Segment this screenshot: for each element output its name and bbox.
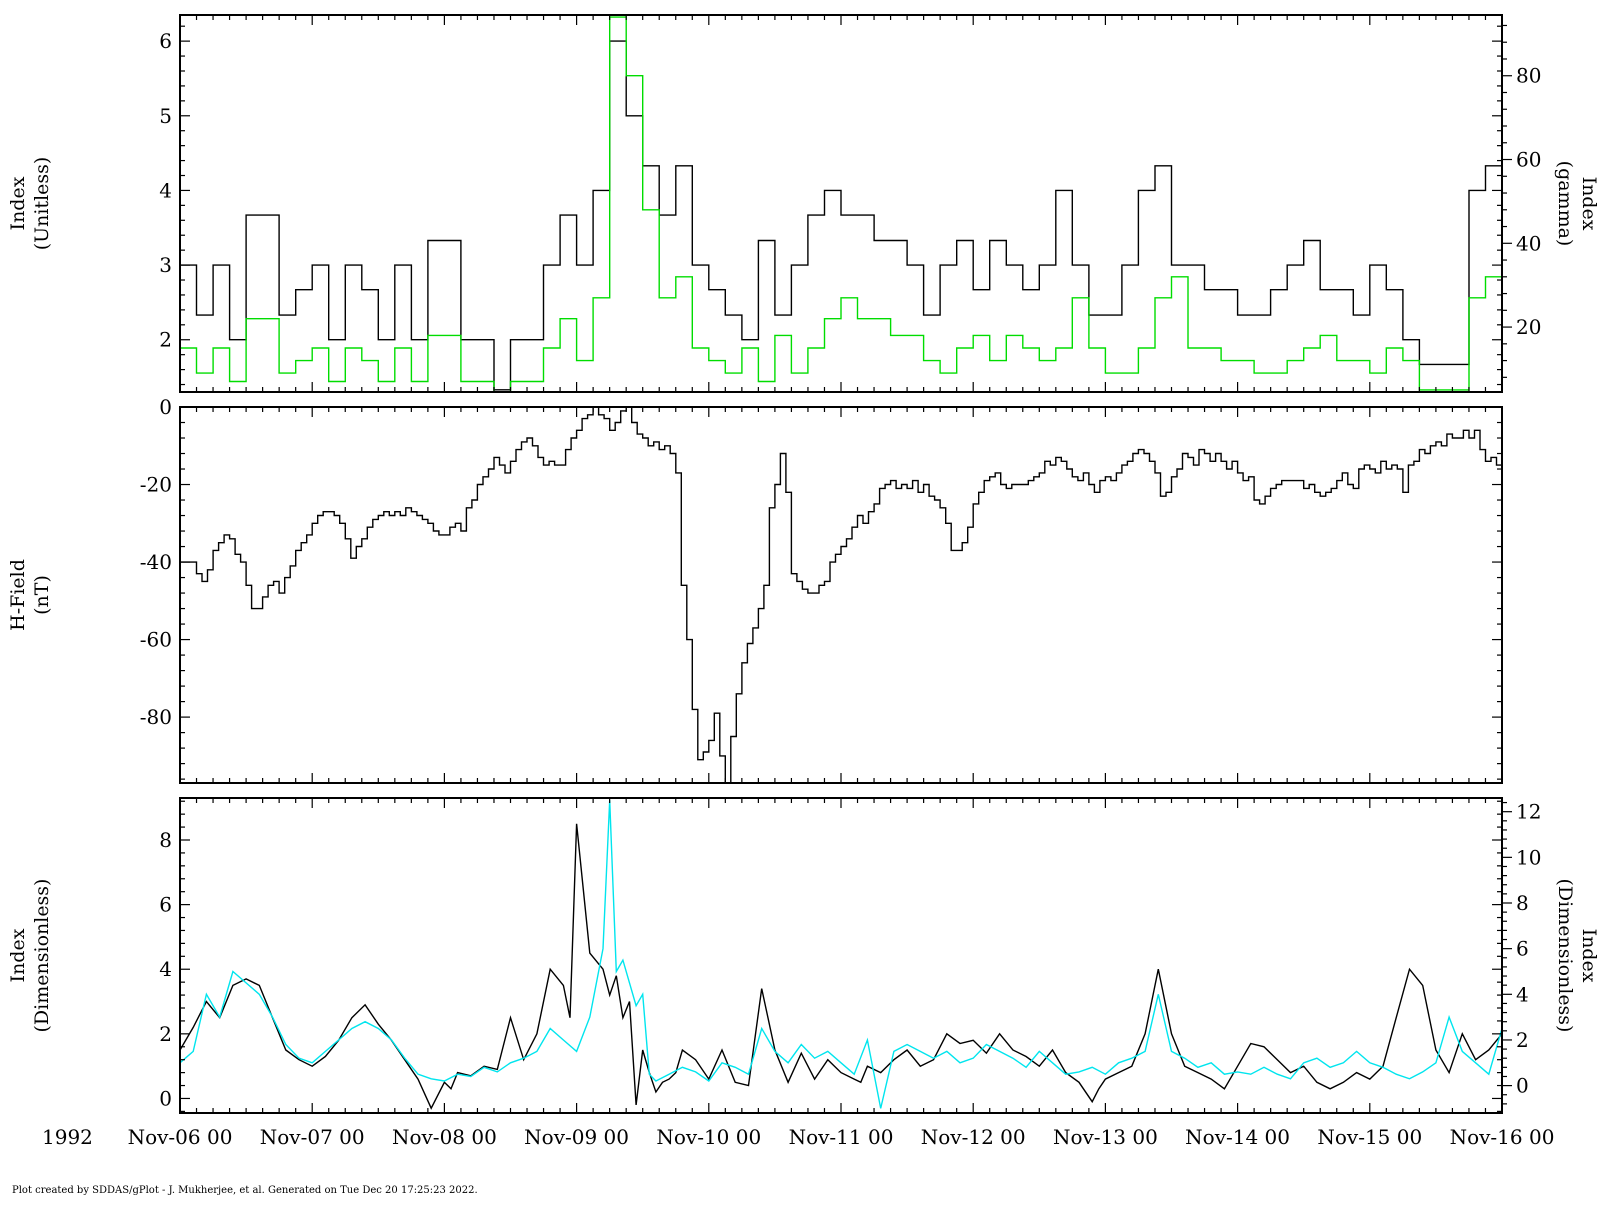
middle-left-tick-label: 0 xyxy=(159,395,172,419)
x-tick-label: Nov-12 00 xyxy=(921,1125,1026,1149)
bottom-right-tick-label: 12 xyxy=(1516,800,1541,824)
x-tick-label: Nov-06 00 xyxy=(128,1125,233,1149)
x-tick-label: Nov-11 00 xyxy=(789,1125,894,1149)
footer-credit: Plot created by SDDAS/gPlot - J. Mukherj… xyxy=(12,1185,478,1196)
top-left-tick-label: 4 xyxy=(159,178,172,202)
top-left-tick-label: 3 xyxy=(159,253,172,277)
x-tick-label: Nov-14 00 xyxy=(1185,1125,1290,1149)
x-tick-label: Nov-16 00 xyxy=(1450,1125,1555,1149)
top-left-axis-label: Index (Unitless) xyxy=(7,157,53,251)
middle-left-tick-label: -60 xyxy=(140,628,172,652)
top-left-tick-label: 2 xyxy=(159,328,172,352)
bottom-left-tick-label: 8 xyxy=(159,828,172,852)
bottom-series-1-line xyxy=(180,823,1502,1110)
bottom-right-tick-label: 0 xyxy=(1516,1074,1529,1098)
middle-left-axis-label: H-Field (nT) xyxy=(7,559,53,631)
panel-middle: 0 -20 -40 -60 -80 H-Field (nT) xyxy=(7,395,1503,784)
x-tick-label: Nov-15 00 xyxy=(1317,1125,1422,1149)
x-tick-label: Nov-10 00 xyxy=(656,1125,761,1149)
bottom-left-tick-label: 2 xyxy=(159,1022,172,1046)
middle-left-tick-label: -40 xyxy=(140,550,172,574)
x-tick-label: Nov-08 00 xyxy=(392,1125,497,1149)
x-tick-label: Nov-07 00 xyxy=(260,1125,365,1149)
middle-left-tick-label: -20 xyxy=(140,473,172,497)
top-right-tick-label: 40 xyxy=(1516,231,1541,255)
top-left-tick-label: 6 xyxy=(159,29,172,53)
bottom-series-2-line xyxy=(180,800,1502,1109)
bottom-right-tick-label: 2 xyxy=(1516,1028,1529,1052)
x-tick-label: Nov-13 00 xyxy=(1053,1125,1158,1149)
year-label: 1992 xyxy=(42,1125,93,1149)
bottom-right-tick-label: 8 xyxy=(1516,891,1529,915)
top-series-2-line xyxy=(180,16,1502,392)
middle-series-1-line xyxy=(180,407,1502,783)
middle-left-tick-label: -80 xyxy=(140,705,172,729)
top-right-tick-label: 20 xyxy=(1516,315,1541,339)
bottom-right-axis-label: Index(Dimensionless) xyxy=(1554,879,1600,1033)
x-tick-label: Nov-09 00 xyxy=(524,1125,629,1149)
x-axis: Nov-06 00 Nov-07 00 Nov-08 00 Nov-09 00 Nov-… xyxy=(128,1125,1555,1149)
bottom-right-tick-label: 6 xyxy=(1516,937,1529,961)
panel-top: 2 3 4 5 6 Index (Unitless) 20 40 60 80 Index(gamma) xyxy=(7,14,1600,393)
top-right-tick-label: 60 xyxy=(1516,148,1541,172)
top-series-1-line xyxy=(180,40,1502,391)
middle-frame xyxy=(179,406,1503,784)
bottom-left-tick-label: 0 xyxy=(159,1086,172,1110)
panel-bottom: 0 2 4 6 8 Index (Dimensionless) 0 2 4 6 8 10 12 Index(… xyxy=(7,797,1600,1114)
bottom-left-tick-label: 6 xyxy=(159,893,172,917)
bottom-right-tick-label: 4 xyxy=(1516,982,1529,1006)
top-left-tick-label: 5 xyxy=(159,104,172,128)
top-right-tick-label: 80 xyxy=(1516,64,1541,88)
bottom-left-tick-label: 4 xyxy=(159,957,172,981)
bottom-left-axis-label: Index (Dimensionless) xyxy=(7,879,53,1033)
top-right-axis-label: Index(gamma) xyxy=(1554,161,1600,247)
bottom-right-tick-label: 10 xyxy=(1516,845,1541,869)
